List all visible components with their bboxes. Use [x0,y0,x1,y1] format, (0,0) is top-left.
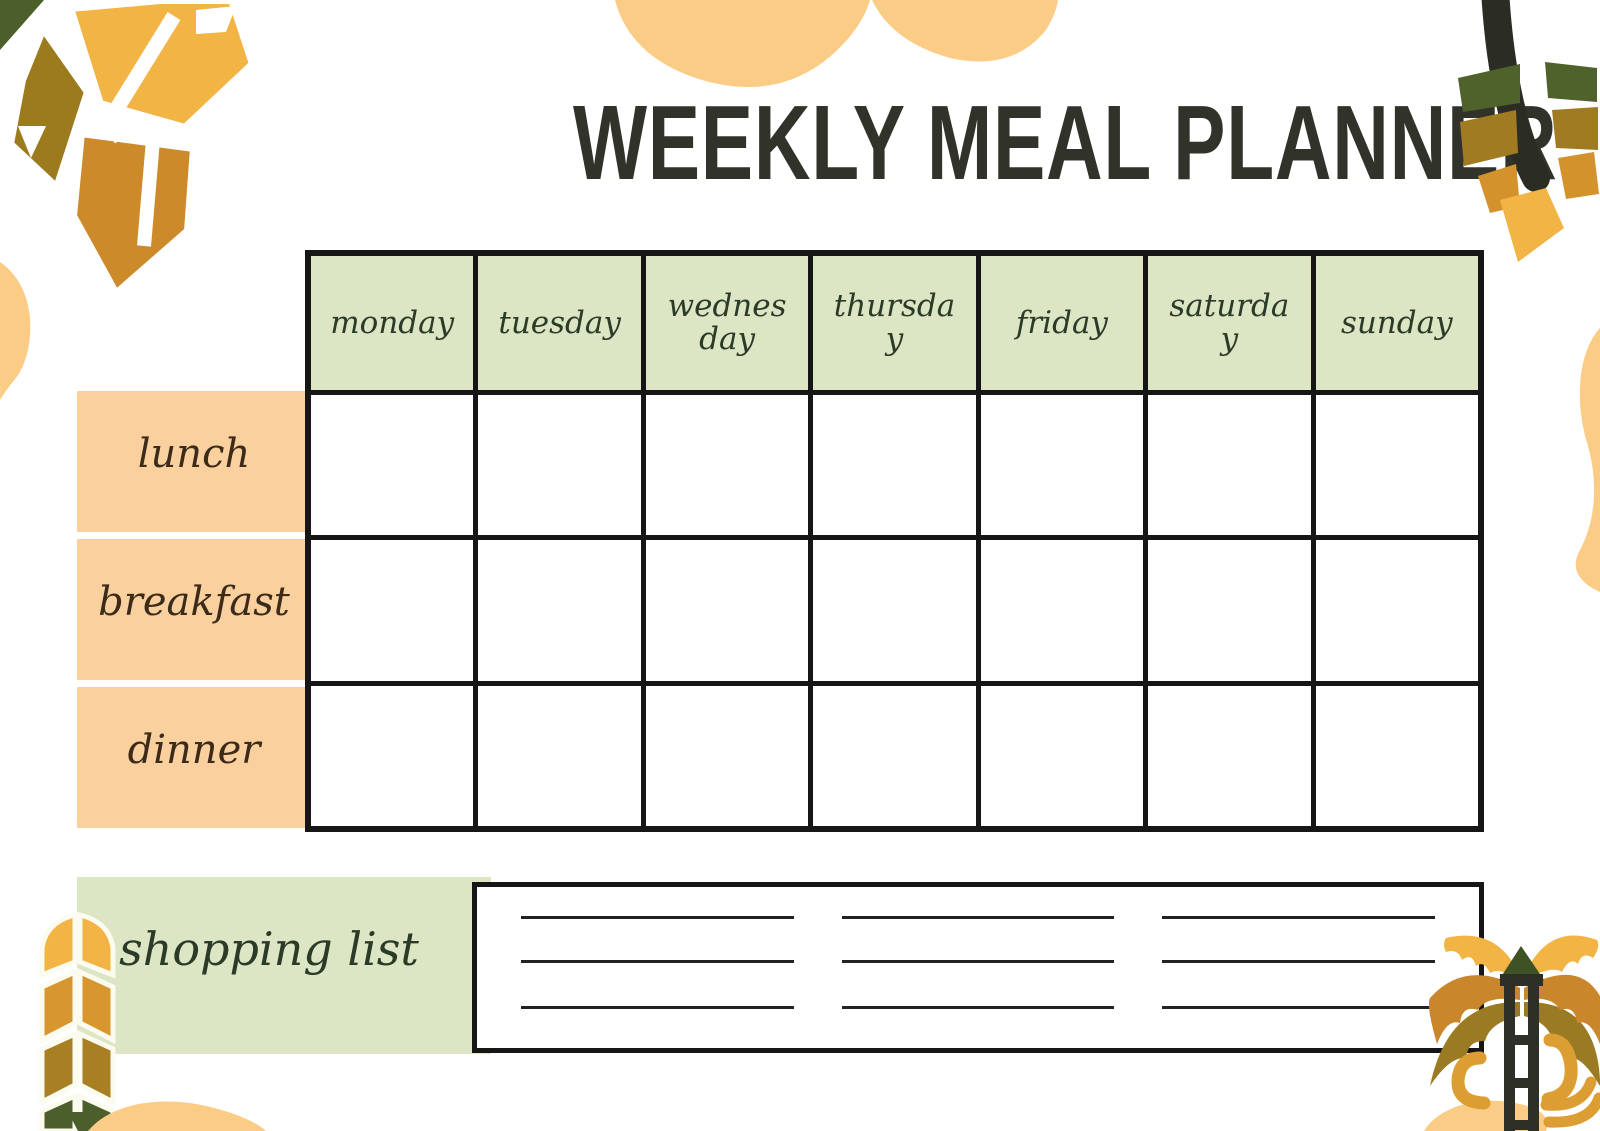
day-header-sunday: sunday [1315,256,1478,390]
shopping-list-label: shopping list [77,877,491,1054]
meal-cell-dinner-sunday[interactable] [1315,685,1478,826]
day-header-friday: friday [980,256,1144,390]
meal-cell-breakfast-sunday[interactable] [1315,540,1478,681]
meal-cell-lunch-tuesday[interactable] [478,395,641,536]
meal-cell-dinner-wednesday[interactable] [645,685,809,826]
day-header-text: monday [330,304,455,341]
meal-cell-breakfast-thursday[interactable] [813,540,976,681]
shopping-list-line[interactable] [521,960,794,963]
shopping-list-line[interactable] [1162,916,1435,919]
meal-cell-breakfast-wednesday[interactable] [645,540,809,681]
shopping-list-line[interactable] [521,1006,794,1009]
day-header-text: wednesday [667,288,787,357]
day-header-monday: monday [311,256,474,390]
meal-cell-lunch-monday[interactable] [311,395,474,536]
day-header-saturday: saturday [1148,256,1311,390]
shopping-list-label-text: shopping list [119,921,419,976]
row-label-breakfast: breakfast [77,539,311,680]
meal-planner-table: monday tuesday wednesday thursday friday… [305,250,1484,832]
peach-blob-left [0,262,31,400]
row-label-text: lunch [137,430,251,477]
row-label-lunch: lunch [77,391,311,532]
peach-blob-right [1575,328,1600,592]
shopping-list-line[interactable] [521,916,794,919]
meal-cell-dinner-tuesday[interactable] [478,685,641,826]
day-header-text: friday [1015,304,1108,341]
page-title-text: WEEKLY MEAL PLANNER [572,84,1558,202]
meal-cell-lunch-friday[interactable] [980,395,1144,536]
day-header-text: thursday [833,288,956,357]
meal-cell-lunch-thursday[interactable] [813,395,976,536]
day-header-tuesday: tuesday [478,256,641,390]
autumn-leaf-cluster-icon [0,0,258,301]
meal-cell-dinner-saturday[interactable] [1148,685,1311,826]
day-header-thursday: thursday [813,256,976,390]
meal-cell-dinner-thursday[interactable] [813,685,976,826]
meal-cell-breakfast-saturday[interactable] [1148,540,1311,681]
row-label-text: dinner [127,726,261,773]
meal-cell-lunch-saturday[interactable] [1148,395,1311,536]
meal-cell-breakfast-monday[interactable] [311,540,474,681]
shopping-list-line[interactable] [1162,1006,1435,1009]
page-title: WEEKLY MEAL PLANNER [400,87,1557,199]
row-label-dinner: dinner [77,687,311,828]
meal-cell-breakfast-friday[interactable] [980,540,1144,681]
day-header-text: sunday [1340,304,1453,341]
day-header-text: tuesday [498,304,621,341]
row-label-text: breakfast [98,578,290,625]
meal-cell-lunch-sunday[interactable] [1315,395,1478,536]
shopping-list-line[interactable] [1162,960,1435,963]
peach-blob-top [615,0,1058,88]
peach-blob-bottom [88,1101,266,1131]
shopping-list-line[interactable] [841,960,1115,963]
shopping-list-box [472,882,1484,1053]
meal-cell-dinner-friday[interactable] [980,685,1144,826]
shopping-list-line[interactable] [841,916,1115,919]
day-header-wednesday: wednesday [645,256,809,390]
meal-cell-lunch-wednesday[interactable] [645,395,809,536]
meal-cell-dinner-monday[interactable] [311,685,474,826]
day-header-text: saturday [1169,288,1290,357]
meal-cell-breakfast-tuesday[interactable] [478,540,641,681]
shopping-list-line[interactable] [841,1006,1115,1009]
